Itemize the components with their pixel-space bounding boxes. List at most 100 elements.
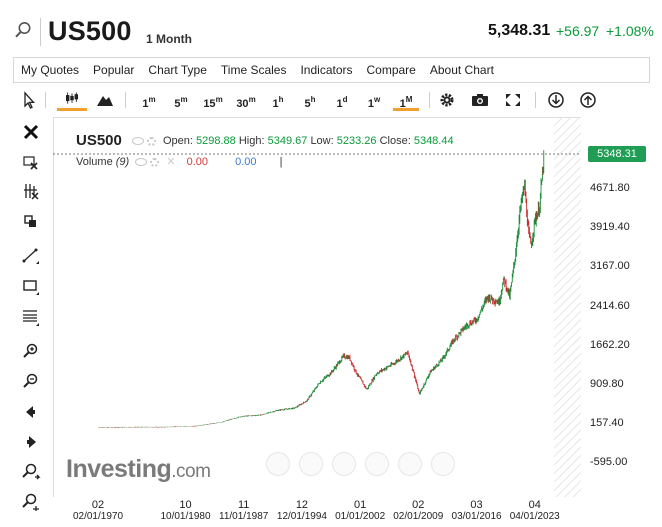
menu-about-chart[interactable]: About Chart <box>429 63 494 77</box>
ohlc-legend: US500 Open: 5298.88 High: 5349.67 Low: 5… <box>76 132 454 149</box>
x-tick-label: 04 04/01/2023 <box>509 499 560 522</box>
nav-scroll-left-icon[interactable] <box>266 452 290 476</box>
chart-navigation <box>266 452 456 478</box>
x-tick-label: 10 10/01/1980 <box>160 499 211 522</box>
camera-icon[interactable] <box>469 89 491 111</box>
low-value: 5233.26 <box>336 135 377 147</box>
price-change-percent: +1.08% <box>606 23 654 39</box>
last-price-tag: 5348.31 <box>588 146 646 162</box>
menu-popular[interactable]: Popular <box>93 63 135 77</box>
nav-scroll-right-icon[interactable] <box>431 452 455 476</box>
nav-zoom-in-icon[interactable] <box>299 452 323 476</box>
high-value: 5349.67 <box>267 135 308 147</box>
x-tick-label: 02 02/01/2009 <box>393 499 444 522</box>
menu-my-quotes[interactable]: My Quotes <box>21 63 80 77</box>
download-icon[interactable] <box>545 89 567 111</box>
candlestick-icon[interactable] <box>57 89 87 111</box>
menu-time-scales[interactable]: Time Scales <box>220 63 287 77</box>
toolbar-separator <box>45 92 46 108</box>
volume-legend: Volume (9) ✕ 0.00 0.00 | <box>76 155 282 168</box>
menu-chart-type[interactable]: Chart Type <box>148 63 207 77</box>
investing-logo: Investing.com <box>66 455 211 483</box>
timeframe-5m[interactable]: 5m <box>174 95 188 110</box>
timeframe-1m[interactable]: 1m <box>142 95 156 110</box>
timeframe-1h[interactable]: 1h <box>272 95 284 110</box>
price-axis[interactable]: 5348.31 4671.80 3919.40 3167.00 2414.60 1662… <box>582 117 662 497</box>
zoom-reset-icon[interactable] <box>21 462 41 482</box>
timeframe-30m[interactable]: 30m <box>236 95 256 110</box>
search-icon[interactable] <box>14 21 32 39</box>
close-icon[interactable] <box>21 122 41 142</box>
toolbar-separator <box>125 92 126 108</box>
zoom-out-icon[interactable] <box>21 372 41 392</box>
low-label: Low: <box>310 135 334 147</box>
timeframe-15m[interactable]: 15m <box>203 95 223 110</box>
menu-compare[interactable]: Compare <box>366 63 416 77</box>
nav-fit-icon[interactable] <box>398 452 422 476</box>
y-tick-label: 3919.40 <box>590 221 630 234</box>
x-tick-label: 03 03/01/2016 <box>451 499 502 522</box>
quote-header: US500 1 Month 5,348.31 +56.97 +1.08% <box>0 0 662 56</box>
settings-icon[interactable] <box>150 157 160 167</box>
chart-toolbar: 1m 5m 15m 30m 1h 5h 1d 1w 1M <box>13 86 650 114</box>
header-divider <box>40 18 41 46</box>
chart-plot-area[interactable] <box>53 117 581 497</box>
copy-icon[interactable] <box>21 211 41 231</box>
gear-icon[interactable] <box>437 89 457 111</box>
y-tick-label: 1662.20 <box>590 338 630 351</box>
y-tick-label: 2414.60 <box>590 299 630 312</box>
zoom-fit-icon[interactable] <box>21 492 41 512</box>
last-price: 5,348.31 <box>488 22 551 39</box>
scroll-left-icon[interactable] <box>21 402 41 422</box>
cursor-icon[interactable] <box>21 89 37 111</box>
x-tick-label: 01 01/01/2002 <box>335 499 386 522</box>
fibonacci-icon[interactable] <box>21 307 41 327</box>
timeframe-5h[interactable]: 5h <box>304 95 316 110</box>
toolbar-separator <box>535 92 536 108</box>
eye-icon[interactable] <box>135 158 148 167</box>
open-value: 5298.88 <box>196 135 236 147</box>
menu-indicators[interactable]: Indicators <box>300 63 353 77</box>
crosshair-icon[interactable] <box>21 181 41 201</box>
text-cursor: | <box>279 156 283 168</box>
settings-icon[interactable] <box>146 136 156 146</box>
price-change: +56.97 <box>556 23 600 39</box>
scroll-right-icon[interactable] <box>21 432 41 452</box>
open-label: Open: <box>163 135 193 147</box>
timeframe-1w[interactable]: 1w <box>367 95 381 110</box>
y-tick-label: 4671.80 <box>590 182 630 195</box>
y-tick-label: 3167.00 <box>590 260 630 273</box>
x-tick-label: 11 11/01/1987 <box>219 499 269 522</box>
x-tick-label: 12 12/01/1994 <box>276 499 327 522</box>
x-tick-label: 02 02/01/1970 <box>72 499 124 522</box>
volume-label: Volume <box>76 156 113 168</box>
price-chart <box>53 117 581 497</box>
close-label: Close: <box>379 135 411 147</box>
y-tick-label: 909.80 <box>590 377 624 390</box>
candle-series <box>97 150 545 428</box>
drawing-tools-panel <box>13 118 49 518</box>
mountain-chart-icon[interactable] <box>95 89 115 111</box>
close-value: 5348.44 <box>413 135 454 147</box>
remove-icon[interactable]: ✕ <box>166 156 176 168</box>
volume-value-a: 0.00 <box>186 156 209 168</box>
legend-symbol: US500 <box>76 132 122 149</box>
eye-icon[interactable] <box>131 137 144 146</box>
rectangle-tool-icon[interactable] <box>21 276 41 296</box>
nav-reset-icon[interactable] <box>365 452 389 476</box>
zoom-in-icon[interactable] <box>21 342 41 362</box>
timeframe-1d[interactable]: 1d <box>336 95 348 110</box>
fullscreen-icon[interactable] <box>503 89 523 111</box>
timeframe-1M[interactable]: 1M <box>393 89 419 111</box>
y-tick-label: 157.40 <box>590 416 624 429</box>
period-label: 1 Month <box>146 32 192 46</box>
volume-param: (9) <box>115 156 130 168</box>
symbol-title: US500 <box>48 16 132 46</box>
nav-zoom-out-icon[interactable] <box>332 452 356 476</box>
volume-value-b: 0.00 <box>235 156 257 168</box>
trend-line-icon[interactable] <box>21 245 41 265</box>
high-label: High: <box>238 135 265 147</box>
upload-icon[interactable] <box>577 89 599 111</box>
time-axis[interactable]: 02 02/01/1970 10 10/01/1980 11 11/01/1987 12 12… <box>53 497 581 527</box>
delete-drawings-icon[interactable] <box>21 152 41 172</box>
